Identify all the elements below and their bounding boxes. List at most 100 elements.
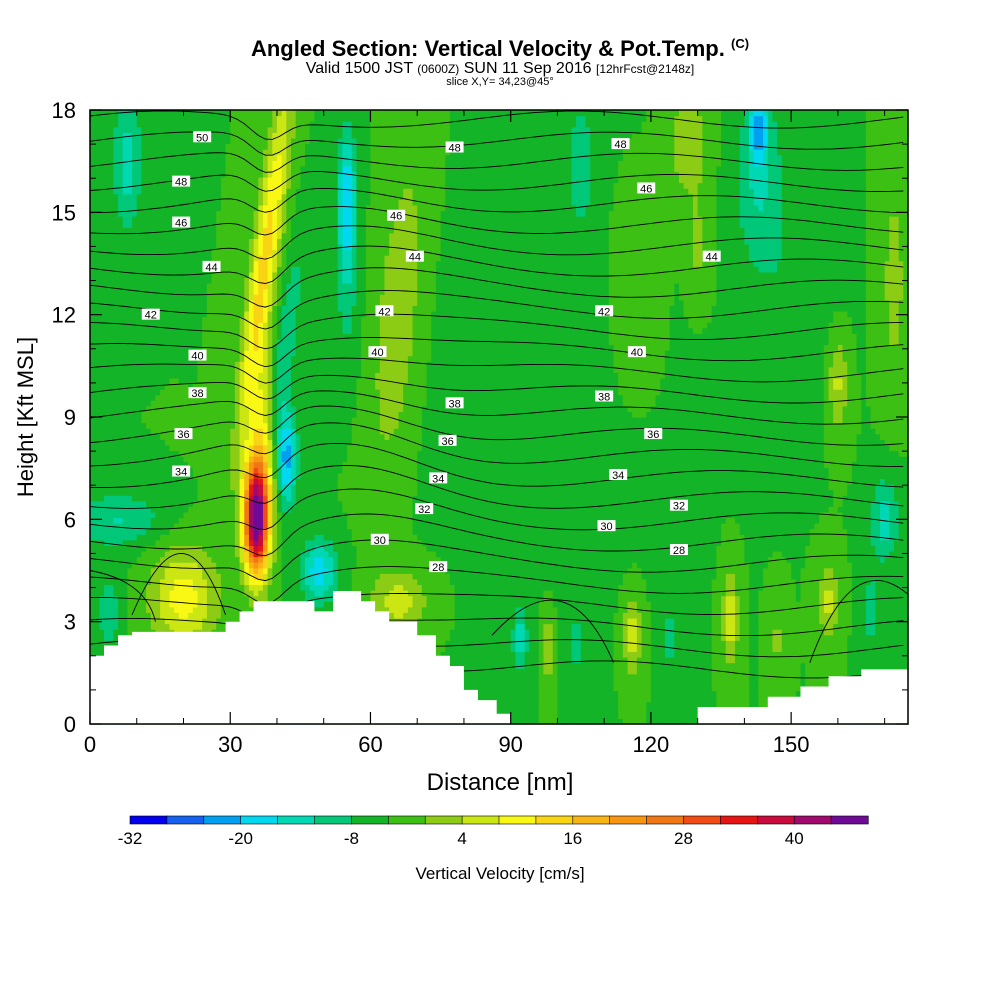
- theta-contours: [89, 110, 909, 681]
- colorbar-swatch: [129, 815, 168, 825]
- contour-label-box: [445, 397, 464, 409]
- colorbar-swatch: [203, 815, 242, 825]
- theta-contour: [89, 267, 904, 308]
- colorbar-swatch: [314, 815, 353, 825]
- theta-contour: [89, 170, 904, 192]
- contour-label-box: [141, 308, 160, 320]
- x-tick-label: 60: [358, 732, 382, 757]
- x-axis-label: Distance [nm]: [427, 769, 574, 796]
- contour-label-text: 40: [631, 347, 643, 359]
- colorbar-swatch: [166, 815, 205, 825]
- colorbar-swatch: [240, 815, 279, 825]
- y-tick-label: 15: [52, 200, 76, 225]
- contour-label: 40: [188, 349, 207, 363]
- contour-label: 38: [188, 387, 207, 400]
- contour-label-text: 30: [374, 535, 386, 547]
- terrain-mask: [90, 591, 908, 724]
- contour-label: 42: [595, 305, 614, 318]
- contour-label: 44: [202, 260, 221, 274]
- contour-label-text: 50: [196, 132, 208, 144]
- contour-label: 38: [595, 390, 614, 404]
- chart-title: Angled Section: Vertical Velocity & Pot.…: [0, 36, 1000, 62]
- y-tick-label: 3: [64, 610, 76, 635]
- contour-label: 28: [429, 561, 448, 574]
- contour-label-box: [595, 305, 614, 317]
- contour-labels: 50 48 46 44 42 40 38 36 34 48 46 44 42 40 38 36 34 32 30 28…: [141, 131, 721, 574]
- colorbar-swatch: [720, 815, 758, 825]
- theta-contour: [89, 465, 904, 509]
- valid-time: Valid 1500 JST (0600Z) SUN 11 Sep 2016 […: [0, 60, 1000, 78]
- valid-utc: (0600Z): [417, 62, 460, 76]
- contour-label: 48: [172, 175, 191, 189]
- contour-label-text: 48: [448, 143, 460, 155]
- contour-label: 34: [429, 472, 448, 485]
- contour-label-box: [172, 175, 191, 187]
- contour-label: 40: [368, 346, 387, 359]
- colorbar-swatch: [461, 815, 500, 825]
- colorbar-swatch: [793, 815, 832, 825]
- contour-label: 44: [405, 250, 424, 264]
- colorbar-swatch: [683, 815, 722, 825]
- theta-contour: [89, 313, 904, 350]
- contour-label-box: [368, 346, 387, 358]
- theta-contour: [89, 442, 904, 488]
- contour-label-text: 28: [673, 545, 685, 557]
- contour-label: 32: [669, 499, 688, 513]
- contour-label: 36: [174, 428, 193, 441]
- contour-label-text: 42: [145, 310, 157, 322]
- y-tick-label: 18: [52, 98, 76, 123]
- contour-label-text: 36: [647, 429, 659, 441]
- contour-label-box: [193, 131, 212, 143]
- x-tick-label: 120: [633, 732, 670, 757]
- colorbar-swatch: [277, 815, 316, 825]
- y-tick-label: 9: [64, 405, 76, 430]
- x-tick-label: 90: [498, 732, 522, 757]
- contour-label-box: [415, 503, 434, 515]
- contour-label-text: 46: [640, 183, 652, 195]
- theta-contour: [89, 245, 904, 284]
- contour-label: 42: [375, 305, 394, 318]
- contour-label-box: [188, 387, 207, 399]
- colorbar-tick-label: 40: [785, 829, 804, 848]
- contour-label: 46: [637, 182, 656, 195]
- colorbar-swatch: [609, 815, 648, 825]
- x-tick-label: 30: [218, 732, 242, 757]
- y-tick-label: 12: [52, 303, 76, 328]
- contour-label-box: [172, 216, 191, 228]
- contour-label: 40: [627, 346, 646, 359]
- colorbar-swatch: [646, 815, 685, 825]
- contour-label: 46: [172, 216, 191, 230]
- colorbar-swatch: [351, 815, 389, 825]
- contour-label-text: 40: [371, 347, 383, 359]
- contour-label: 32: [415, 503, 434, 516]
- y-tick-label: 6: [64, 507, 76, 532]
- contour-label-box: [405, 250, 424, 262]
- valid-local: Valid 1500 JST: [305, 60, 413, 77]
- theta-contour: [89, 225, 904, 260]
- colorbar-tick-label: 16: [563, 829, 582, 848]
- theta-contour: [809, 580, 909, 663]
- contour-label-box: [375, 305, 394, 317]
- contour-label: 48: [445, 141, 464, 155]
- colorbar-tick-label: -32: [118, 829, 143, 848]
- colorbar-tick-label: -20: [228, 829, 253, 848]
- contour-label-text: 34: [175, 467, 187, 479]
- contour-label-box: [438, 434, 457, 446]
- theta-contour: [89, 131, 904, 156]
- colorbar-label: Vertical Velocity [cm/s]: [415, 864, 585, 883]
- contour-label-text: 40: [191, 351, 203, 363]
- contour-label-text: 44: [205, 262, 217, 274]
- theta-contour: [89, 110, 904, 140]
- contour-label-text: 36: [441, 436, 453, 448]
- colorbar-swatch: [830, 815, 869, 825]
- valid-date: SUN 11 Sep 2016: [463, 60, 592, 77]
- contour-label-text: 42: [378, 306, 390, 318]
- contour-label-box: [609, 468, 628, 480]
- contour-label-text: 28: [432, 562, 444, 574]
- contour-label-box: [429, 472, 448, 484]
- contour-label-text: 44: [409, 252, 421, 264]
- contour-label-text: 38: [191, 388, 203, 400]
- x-tick-label: 150: [773, 732, 810, 757]
